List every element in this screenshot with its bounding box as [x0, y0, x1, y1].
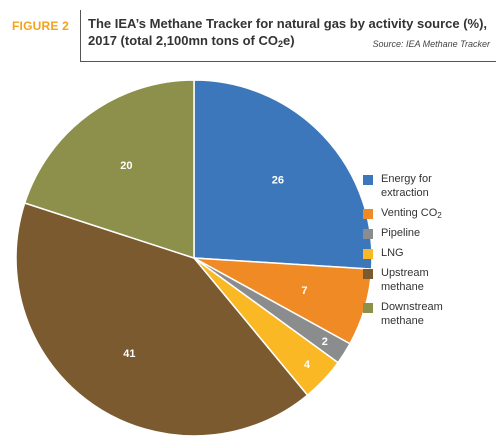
legend-label: Upstream methane: [381, 267, 429, 293]
pie-slice-downstream-methane: [23, 79, 195, 260]
legend-item-lng: LNG: [363, 246, 493, 260]
legend-swatch: [363, 175, 373, 185]
chart-title-line2-prefix: 2017 (total 2,100mn tons of CO: [88, 33, 278, 48]
legend-item-upstream-methane: Upstream methane: [363, 266, 493, 294]
legend-swatch: [363, 249, 373, 259]
legend-swatch: [363, 269, 373, 279]
data-label-pipeline: 2: [322, 336, 328, 348]
legend-label: Downstream methane: [381, 301, 443, 327]
legend-label: Pipeline: [381, 227, 421, 239]
legend-swatch: [363, 229, 373, 239]
data-label-upstream-methane: 41: [123, 348, 135, 360]
legend-swatch: [363, 303, 373, 313]
chart-title-line1: The IEA’s Methane Tracker for natural ga…: [88, 16, 488, 31]
legend-label: Energy for extraction: [381, 173, 432, 199]
legend-item-venting-co2: Venting CO2: [363, 206, 493, 220]
chart-title-subscript: 2: [278, 39, 284, 49]
legend-item-pipeline: Pipeline: [363, 226, 493, 240]
header-rule: [80, 61, 496, 62]
legend-label: LNG: [381, 247, 404, 259]
legend-item-energy-for-extraction: Energy for extraction: [363, 172, 493, 200]
figure-header: FIGURE 2 The IEA’s Methane Tracker for n…: [0, 0, 496, 62]
data-label-venting-co2: 7: [301, 285, 307, 297]
data-label-downstream-methane: 20: [120, 160, 132, 172]
figure-label: FIGURE 2: [12, 19, 69, 33]
legend-label: Venting CO2: [381, 207, 442, 220]
chart-title-line2-suffix: e): [283, 33, 295, 48]
header-divider: [80, 10, 81, 62]
data-label-lng: 4: [304, 359, 311, 371]
source-note: Source: IEA Methane Tracker: [372, 39, 490, 49]
legend: Energy for extraction Venting CO2 Pipeline L…: [363, 172, 493, 334]
pie-slice-upstream-methane: [15, 202, 309, 437]
data-label-energy-for-extraction: 26: [272, 174, 284, 186]
legend-swatch: [363, 209, 373, 219]
chart-title: The IEA’s Methane Tracker for natural ga…: [88, 15, 488, 49]
legend-item-downstream-methane: Downstream methane: [363, 300, 493, 328]
